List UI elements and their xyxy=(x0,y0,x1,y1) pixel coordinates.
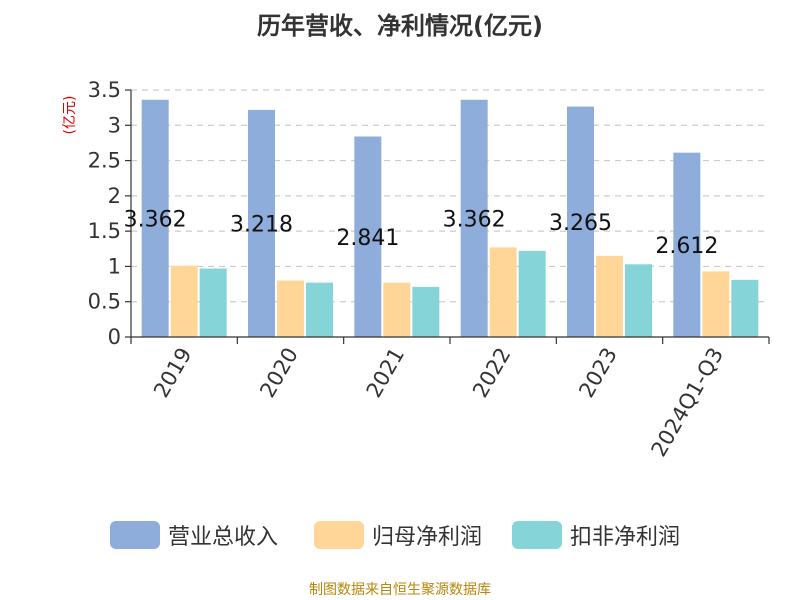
y-tick-label: 0.5 xyxy=(88,290,121,314)
data-label: 2.612 xyxy=(655,234,718,259)
bar-1 xyxy=(489,247,517,337)
bar-1 xyxy=(277,280,304,337)
x-tick-label: 2023 xyxy=(574,344,622,402)
y-tick-label: 0 xyxy=(108,325,121,349)
bar-0 xyxy=(673,152,701,337)
grid-lines xyxy=(131,89,769,303)
bar-2 xyxy=(625,264,652,337)
y-tick-labels: 0 0.5 1 1.5 2 2.5 3 3.5 xyxy=(88,78,121,349)
legend: 营业总收入 归母净利润 扣非净利润 xyxy=(110,521,680,550)
bar-2 xyxy=(731,279,759,337)
bar-2 xyxy=(518,250,546,337)
x-tick-label: 2022 xyxy=(468,344,516,402)
bar-1 xyxy=(702,271,730,337)
bar-0 xyxy=(460,99,488,337)
bar-1 xyxy=(596,255,623,337)
axes xyxy=(125,89,770,344)
legend-swatch xyxy=(110,521,160,549)
bar-1 xyxy=(383,282,411,337)
legend-label: 归母净利润 xyxy=(372,525,482,550)
chart-title: 历年营收、净利情况(亿元) xyxy=(257,12,543,40)
y-tick-label: 1.5 xyxy=(88,219,121,243)
bar-0 xyxy=(567,106,594,337)
y-tick-label: 3.5 xyxy=(88,78,121,102)
bar-2 xyxy=(306,282,333,337)
bar-2 xyxy=(412,286,440,337)
source-note: 制图数据来自恒生聚源数据库 xyxy=(309,582,491,598)
legend-swatch xyxy=(314,521,364,549)
data-label: 3.362 xyxy=(443,207,506,232)
y-axis-label: (亿元) xyxy=(62,96,78,135)
x-tick-label: 2024Q1-Q3 xyxy=(647,344,729,461)
y-tick-label: 1 xyxy=(108,254,121,278)
data-labels: 3.362 3.218 2.841 3.362 3.265 2.612 xyxy=(124,207,719,258)
bar-0 xyxy=(248,109,275,337)
bar-1 xyxy=(170,265,198,337)
y-tick-label: 2 xyxy=(108,184,121,208)
data-label: 2.841 xyxy=(336,226,399,251)
legend-swatch xyxy=(512,521,562,549)
x-tick-label: 2019 xyxy=(149,344,197,402)
x-tick-labels: 2019 2020 2021 2022 2023 2024Q1-Q3 xyxy=(149,344,728,461)
legend-label: 营业总收入 xyxy=(168,525,278,550)
bar-2 xyxy=(199,268,227,337)
legend-label: 扣非净利润 xyxy=(570,525,680,550)
data-label: 3.218 xyxy=(230,212,293,237)
bar-0 xyxy=(141,99,169,337)
y-tick-label: 3 xyxy=(108,113,121,137)
x-tick-label: 2021 xyxy=(362,344,410,402)
y-tick-label: 2.5 xyxy=(88,149,121,173)
data-label: 3.362 xyxy=(124,207,187,232)
data-label: 3.265 xyxy=(549,211,612,236)
bars xyxy=(141,99,759,337)
bar-0 xyxy=(354,136,382,337)
x-tick-label: 2020 xyxy=(255,344,303,402)
